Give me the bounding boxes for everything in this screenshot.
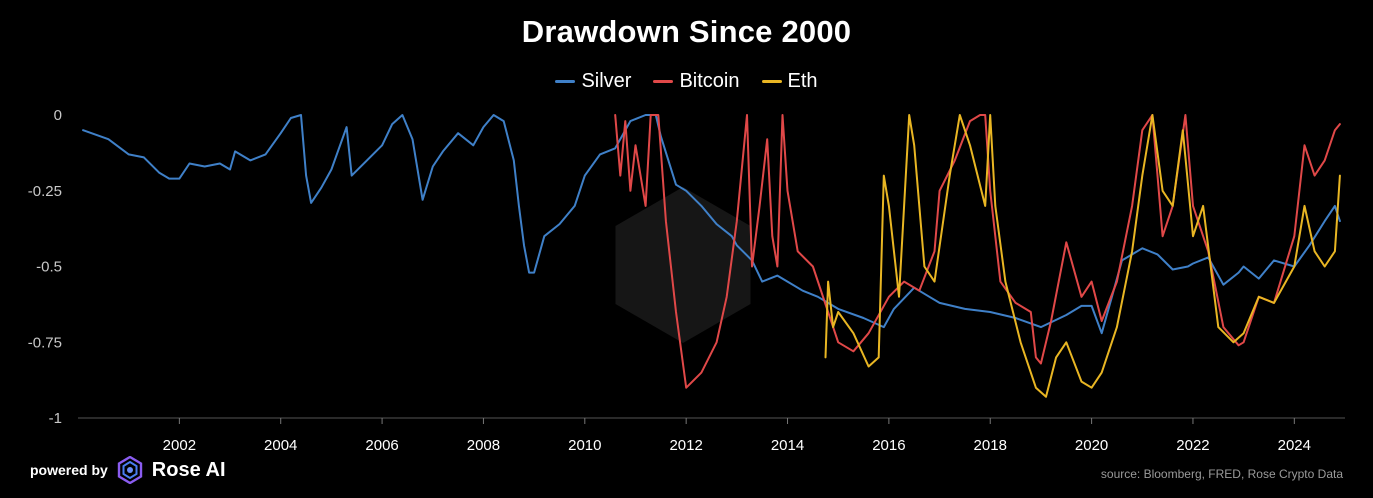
x-tick-label: 2010 bbox=[568, 437, 601, 454]
x-tick-label: 2018 bbox=[974, 437, 1007, 454]
y-tick-label: 0 bbox=[54, 107, 62, 124]
series-line-eth bbox=[824, 114, 1341, 398]
legend-label-silver: Silver bbox=[581, 70, 632, 92]
legend-swatch-eth bbox=[761, 80, 782, 83]
legend-item-eth: Eth bbox=[761, 70, 818, 93]
x-tick-label: 2012 bbox=[669, 437, 702, 454]
y-tick-label: -0.25 bbox=[28, 183, 62, 200]
legend-item-bitcoin: Bitcoin bbox=[653, 70, 740, 93]
legend-swatch-silver bbox=[555, 80, 576, 83]
legend-label-bitcoin: Bitcoin bbox=[679, 70, 740, 92]
x-tick-label: 2002 bbox=[163, 437, 196, 454]
legend-item-silver: Silver bbox=[555, 70, 631, 93]
legend-label-eth: Eth bbox=[787, 70, 818, 92]
series-line-bitcoin bbox=[614, 114, 1341, 389]
brand-name: Rose AI bbox=[151, 458, 226, 481]
chart-legend: Silver Bitcoin Eth bbox=[0, 70, 1373, 93]
legend-swatch-bitcoin bbox=[653, 80, 674, 83]
y-tick-label: -1 bbox=[49, 410, 62, 427]
powered-by-label: powered by bbox=[30, 462, 108, 478]
y-tick-label: -0.5 bbox=[36, 259, 62, 276]
source-note: source: Bloomberg, FRED, Rose Crypto Dat… bbox=[1100, 467, 1343, 481]
x-tick-label: 2004 bbox=[264, 437, 297, 454]
watermark-logo bbox=[615, 187, 751, 343]
brand-footer: powered by Rose AI bbox=[30, 456, 226, 484]
rose-ai-logo-icon bbox=[117, 456, 142, 484]
x-tick-label: 2022 bbox=[1176, 437, 1209, 454]
x-tick-label: 2020 bbox=[1075, 437, 1108, 454]
x-tick-label: 2008 bbox=[467, 437, 500, 454]
x-tick-label: 2016 bbox=[872, 437, 905, 454]
y-tick-label: -0.75 bbox=[28, 334, 62, 351]
x-tick-label: 2024 bbox=[1278, 437, 1311, 454]
chart-title: Drawdown Since 2000 bbox=[521, 14, 852, 49]
x-tick-label: 2006 bbox=[365, 437, 398, 454]
x-tick-label: 2014 bbox=[771, 437, 804, 454]
